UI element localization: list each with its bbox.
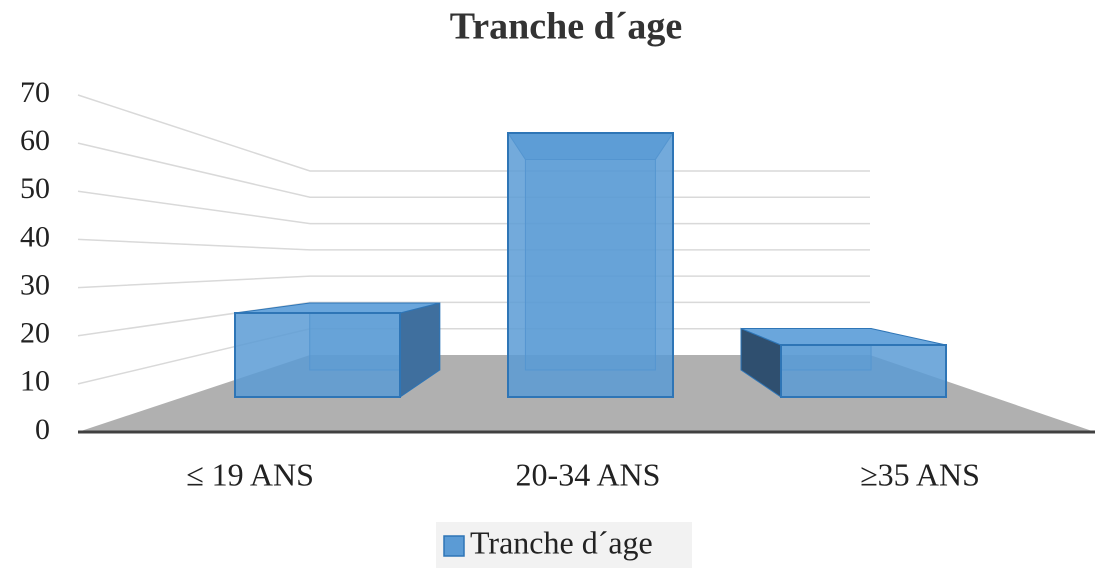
y-tick-label: 70 [20, 76, 50, 109]
y-tick-label: 50 [20, 172, 50, 205]
grid-line [77, 94, 870, 172]
x-tick-label: ≤ 19 ANS [186, 456, 314, 492]
grid-line [77, 142, 870, 199]
grid-line [77, 301, 870, 337]
legend: Tranche d´age [436, 522, 692, 568]
y-tick-label: 60 [20, 124, 50, 157]
bar [507, 132, 674, 398]
grid-line [77, 275, 870, 289]
legend-label: Tranche d´age [470, 524, 653, 560]
x-tick-label: 20-34 ANS [516, 456, 661, 492]
grid-line [77, 190, 870, 225]
x-tick-label: ≥35 ANS [860, 456, 980, 492]
y-tick-label: 10 [20, 365, 50, 398]
grid-line [77, 238, 870, 251]
y-tick-label: 30 [20, 268, 50, 301]
legend-swatch [443, 535, 465, 557]
y-tick-label: 0 [35, 413, 50, 446]
chart-title: Tranche d´age [450, 6, 683, 48]
bar [234, 312, 401, 398]
y-tick-label: 40 [20, 220, 50, 253]
legend-box [436, 522, 692, 568]
bar [780, 344, 947, 398]
y-tick-label: 20 [20, 317, 50, 350]
